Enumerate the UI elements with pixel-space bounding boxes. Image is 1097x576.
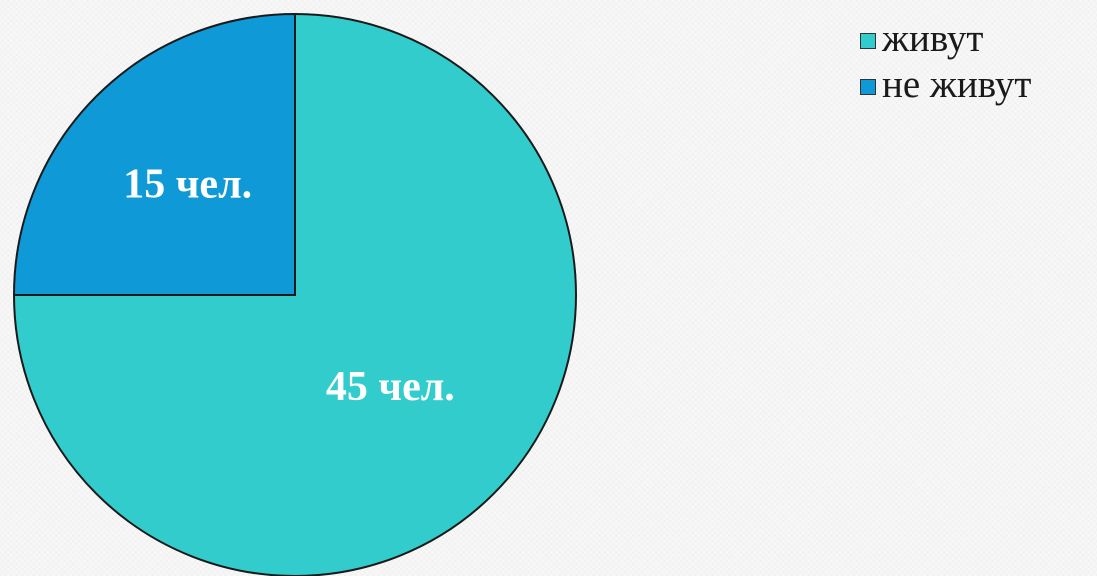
legend-swatch-ne-zhivut <box>860 79 876 95</box>
data-label-ne-zhivut: 15 чел. <box>123 161 252 207</box>
legend: живут не живут <box>860 16 1031 108</box>
pie-slice-zhivut <box>12 12 577 576</box>
data-label-zhivut: 45 чел. <box>326 364 455 410</box>
legend-swatch-zhivut <box>860 33 876 49</box>
legend-item-ne-zhivut: не живут <box>860 62 1031 108</box>
legend-label-ne-zhivut: не живут <box>882 63 1032 106</box>
pie-slices <box>12 12 577 576</box>
legend-label-zhivut: живут <box>882 17 984 60</box>
legend-item-zhivut: живут <box>860 16 1031 62</box>
pie-slice-ne-zhivut <box>12 12 296 296</box>
pie-data-labels: 45 чел. 15 чел. <box>123 161 455 410</box>
